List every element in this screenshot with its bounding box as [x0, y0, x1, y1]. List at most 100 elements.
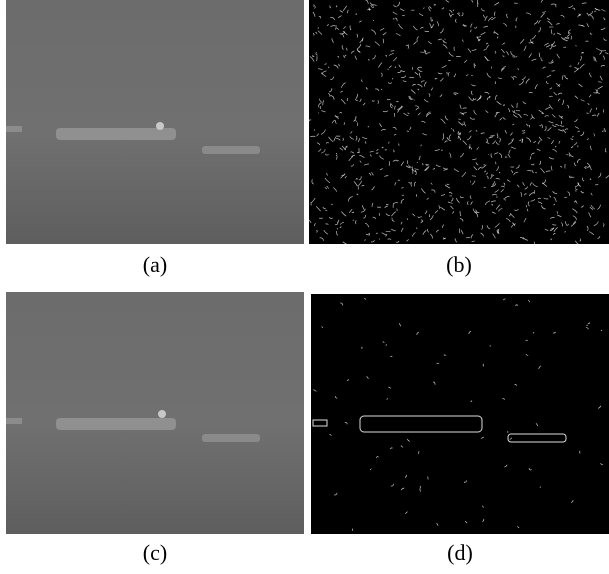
edge-stroke — [401, 487, 405, 491]
edge-stroke — [589, 178, 592, 181]
edge-stroke — [547, 20, 553, 26]
edge-stroke — [555, 145, 557, 148]
edge-stroke — [357, 185, 359, 190]
edge-stroke — [334, 115, 339, 120]
edge-stroke — [379, 123, 383, 128]
edge-stroke — [342, 137, 344, 142]
caption: (c) — [143, 540, 167, 565]
edge-stroke — [433, 4, 436, 6]
edge-stroke — [388, 386, 391, 389]
edge-stroke — [384, 149, 387, 151]
edge-stroke — [324, 177, 331, 184]
edge-stroke — [577, 182, 581, 187]
edge-stroke — [422, 133, 428, 136]
edge-stroke — [346, 379, 349, 382]
edge-stroke — [529, 39, 534, 45]
edge-stroke — [400, 70, 405, 72]
edge-stroke — [510, 166, 515, 168]
edge-stroke — [452, 211, 455, 214]
thermal-image — [6, 0, 304, 244]
edge-stroke — [535, 423, 539, 427]
edge-stroke — [423, 166, 428, 171]
edge-stroke — [538, 160, 541, 165]
edge-stroke — [322, 100, 324, 106]
edge-stroke — [336, 230, 339, 236]
edge-stroke — [407, 112, 410, 115]
edge-stroke — [365, 45, 371, 48]
edge-stroke — [353, 181, 358, 186]
edge-stroke — [343, 26, 346, 29]
edge-stroke — [570, 138, 574, 141]
edge-stroke — [387, 82, 392, 84]
edge-stroke — [473, 26, 478, 29]
edge-stroke — [436, 21, 439, 27]
edge-stroke — [381, 129, 386, 131]
edge-stroke — [593, 56, 595, 61]
edge-stroke — [531, 163, 535, 166]
edge-stroke — [480, 8, 485, 12]
edge-stroke — [522, 132, 526, 134]
edge-stroke — [457, 135, 462, 141]
edge-stroke — [392, 127, 397, 130]
edge-stroke — [486, 42, 489, 45]
edge-stroke — [370, 240, 375, 243]
edge-stroke — [483, 25, 488, 28]
edge-stroke — [509, 437, 512, 440]
edge-stroke — [542, 182, 548, 187]
edge-stroke — [480, 31, 486, 36]
edge-stroke — [491, 203, 494, 206]
edge-stroke — [339, 222, 345, 225]
edge-stroke — [475, 162, 479, 166]
edge-stroke — [408, 164, 414, 168]
edge-stroke — [313, 389, 317, 392]
edge-stroke — [567, 191, 571, 196]
edge-stroke — [351, 154, 356, 158]
edge-stroke — [361, 205, 365, 210]
edge-stroke — [456, 197, 460, 204]
edge-stroke — [545, 44, 551, 48]
edge-stroke — [586, 162, 591, 167]
ship-shape — [56, 418, 176, 430]
edge-stroke — [393, 202, 399, 204]
edge-stroke — [358, 176, 362, 181]
edge-stroke — [594, 57, 597, 63]
edge-stroke — [577, 158, 581, 164]
edge-stroke — [364, 0, 369, 4]
edge-stroke — [335, 25, 337, 30]
edge-stroke — [514, 209, 519, 211]
edge-stroke — [476, 97, 482, 101]
edge-stroke — [344, 422, 348, 425]
edge-stroke — [588, 231, 595, 235]
edge-stroke — [484, 91, 489, 95]
edge-stroke — [392, 202, 394, 208]
edge-stroke — [507, 431, 509, 433]
ship-shape — [56, 128, 176, 140]
edge-stroke — [402, 14, 406, 17]
edge-stroke — [569, 65, 572, 68]
edge-stroke — [526, 208, 529, 212]
edge-stroke — [584, 166, 587, 169]
edge-stroke — [538, 109, 544, 114]
edge-stroke — [503, 198, 506, 201]
edge-stroke — [409, 126, 412, 130]
edge-stroke — [409, 96, 414, 100]
edge-stroke — [561, 99, 564, 105]
edge-stroke — [546, 17, 551, 21]
edge-stroke — [555, 124, 559, 127]
ship-shape — [6, 126, 22, 132]
edge-stroke — [494, 81, 497, 85]
edge-stroke — [382, 110, 389, 113]
edge-stroke — [361, 79, 363, 82]
edge-stroke — [400, 221, 403, 225]
edge-stroke — [539, 124, 541, 127]
edge-stroke — [590, 192, 593, 196]
edge-stroke — [419, 488, 421, 492]
edge-stroke — [346, 47, 348, 51]
edge-stroke — [500, 48, 505, 54]
edge-stroke — [574, 118, 578, 122]
edge-stroke — [496, 166, 499, 171]
edge-stroke — [563, 36, 570, 39]
edge-stroke — [525, 205, 528, 208]
edge-stroke — [376, 456, 379, 458]
edge-stroke — [453, 92, 459, 95]
